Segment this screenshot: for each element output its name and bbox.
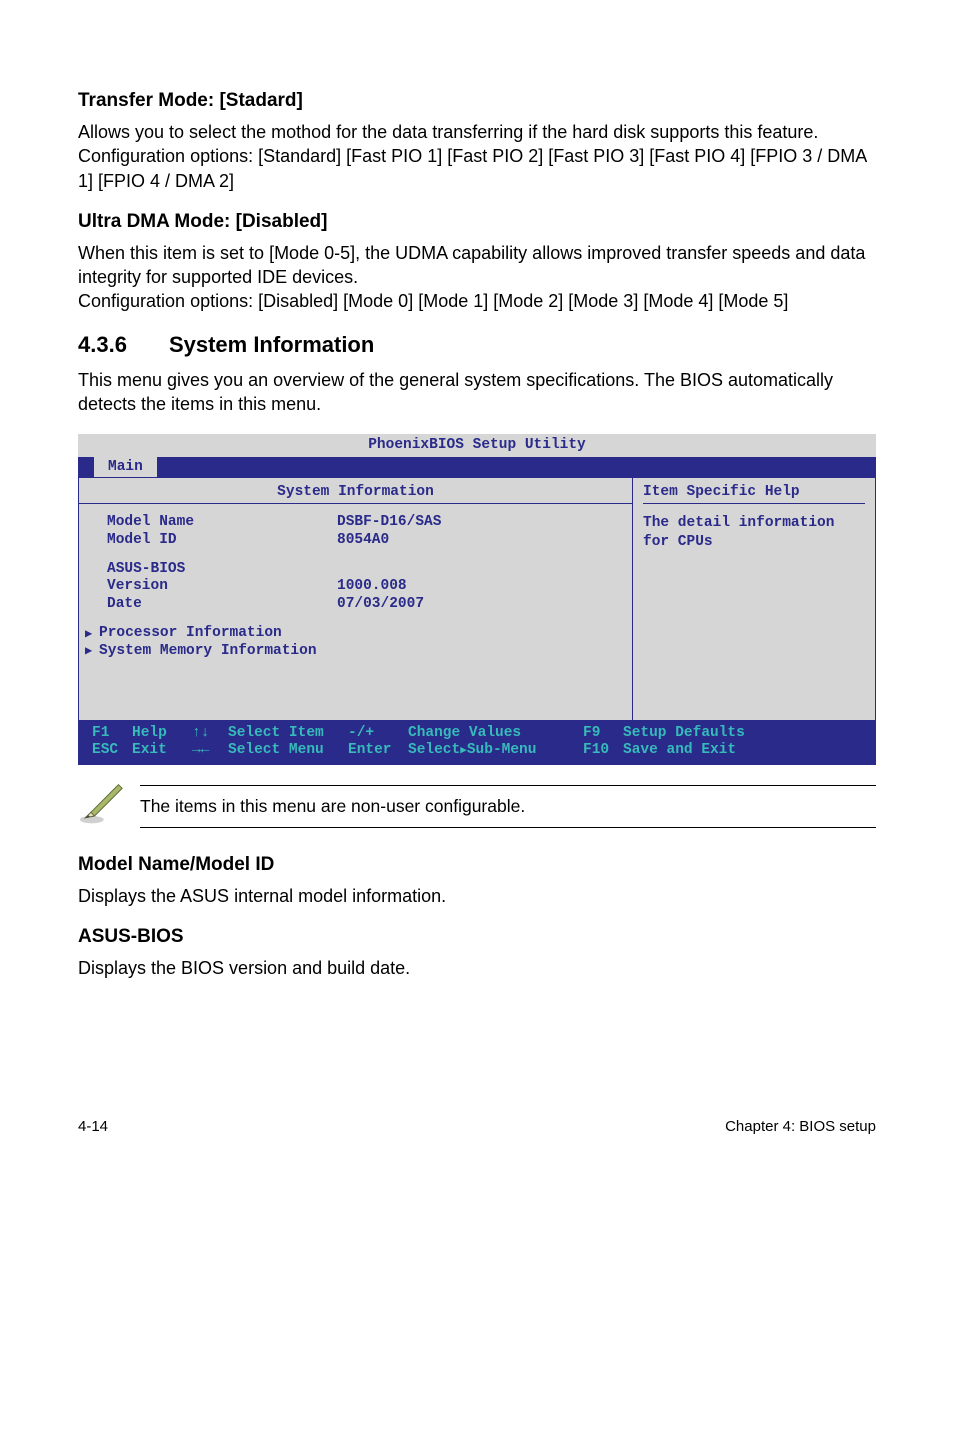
submenu-arrow-icon: ▶ <box>85 627 99 641</box>
udma-desc1: When this item is set to [Mode 0-5], the… <box>78 241 876 290</box>
bios-footer-arrows: →← <box>192 742 228 759</box>
bios-left-header: System Information <box>79 484 632 501</box>
bios-footer-action: Select ▶ Sub-Menu <box>408 742 583 759</box>
section-number: 4.3.6 <box>78 332 127 358</box>
asusbios-heading: ASUS-BIOS <box>78 926 876 948</box>
bios-footer-action: Select Menu <box>228 742 348 759</box>
bios-footer-key: ESC <box>92 742 132 759</box>
bios-footer: F1 Help ↑↓ Select Item -/+ Change Values… <box>78 721 876 765</box>
bios-footer-action: Change Values <box>408 725 583 742</box>
bios-screenshot: PhoenixBIOS Setup Utility Main System In… <box>78 434 876 764</box>
asusbios-desc: Displays the BIOS version and build date… <box>78 956 876 980</box>
bios-footer-label: Help <box>132 725 192 742</box>
bios-help-text: The detail information for CPUs <box>643 514 865 552</box>
submenu-arrow-icon: ▶ <box>85 644 99 658</box>
note-text: The items in this menu are non-user conf… <box>140 796 525 816</box>
bios-footer-key: -/+ <box>348 725 408 742</box>
bios-footer-action: Save and Exit <box>623 742 736 759</box>
bios-field-label: ASUS-BIOS <box>107 561 337 578</box>
sysinfo-desc: This menu gives you an overview of the g… <box>78 368 876 417</box>
bios-footer-action: Select Item <box>228 725 348 742</box>
section-title: System Information <box>169 332 374 358</box>
bios-field-label: Model Name <box>107 514 337 531</box>
transfer-mode-desc1: Allows you to select the mothod for the … <box>78 120 876 144</box>
bios-footer-arrows: ↑↓ <box>192 725 228 742</box>
bios-right-header: Item Specific Help <box>643 484 865 501</box>
udma-heading: Ultra DMA Mode: [Disabled] <box>78 211 876 233</box>
bios-footer-label: Exit <box>132 742 192 759</box>
bios-right-panel: Item Specific Help The detail informatio… <box>632 477 876 721</box>
note-pencil-icon <box>78 781 140 832</box>
bios-footer-key: F9 <box>583 725 623 742</box>
model-desc: Displays the ASUS internal model informa… <box>78 884 876 908</box>
bios-left-panel: System Information Model Name DSBF-D16/S… <box>78 477 632 721</box>
bios-title: PhoenixBIOS Setup Utility <box>78 434 876 456</box>
model-heading: Model Name/Model ID <box>78 854 876 876</box>
bios-field-label: Version <box>107 578 337 595</box>
bios-field-value: 8054A0 <box>337 532 389 549</box>
bios-field-label: Model ID <box>107 532 337 549</box>
bios-footer-key: F10 <box>583 742 623 759</box>
bios-footer-key: Enter <box>348 742 408 759</box>
udma-desc2: Configuration options: [Disabled] [Mode … <box>78 289 876 313</box>
bios-footer-key: F1 <box>92 725 132 742</box>
bios-submenu-label: System Memory Information <box>99 643 317 660</box>
bios-footer-action: Setup Defaults <box>623 725 745 742</box>
bios-field-value: 1000.008 <box>337 578 407 595</box>
bios-field-value: 07/03/2007 <box>337 596 424 613</box>
bios-submenu-label: Processor Information <box>99 625 282 642</box>
transfer-mode-heading: Transfer Mode: [Stadard] <box>78 90 876 112</box>
bios-tab-main: Main <box>94 457 157 477</box>
bios-field-label: Date <box>107 596 337 613</box>
transfer-mode-desc2: Configuration options: [Standard] [Fast … <box>78 144 876 193</box>
bios-field-value: DSBF-D16/SAS <box>337 514 441 531</box>
chapter-label: Chapter 4: BIOS setup <box>725 1118 876 1135</box>
page-number: 4-14 <box>78 1118 108 1135</box>
